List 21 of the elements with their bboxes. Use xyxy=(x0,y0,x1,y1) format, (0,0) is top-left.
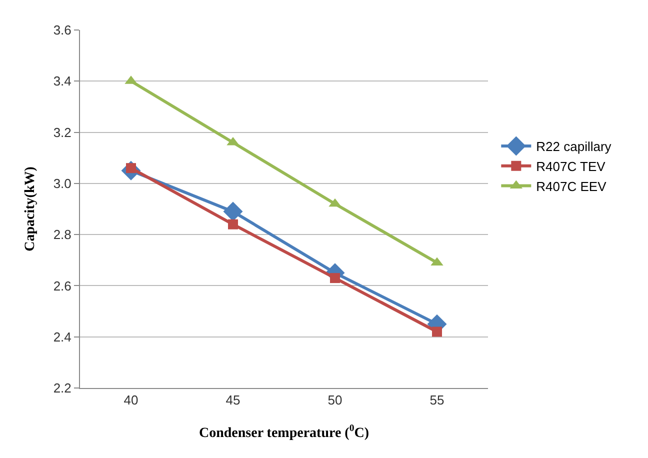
legend-label: R22 capillary xyxy=(536,139,612,154)
y-tick-label: 2.4 xyxy=(53,329,72,344)
y-tick-label: 3.4 xyxy=(53,74,72,89)
y-tick-label: 3.6 xyxy=(53,22,72,38)
x-tick-label: 55 xyxy=(430,392,444,408)
x-tick-label: 40 xyxy=(124,392,138,408)
point xyxy=(228,219,238,230)
x-axis-title: Condenser temperature ($^{0}$C) xyxy=(198,423,370,441)
y-tick-label: 2.6 xyxy=(53,278,72,294)
point xyxy=(432,326,442,337)
y-tick-label: 2.2 xyxy=(53,380,72,396)
legend-label: R407C TEV xyxy=(536,158,606,174)
x-tick-label: 45 xyxy=(226,392,240,408)
x-tick-label: 50 xyxy=(328,392,342,408)
y-tick-label: 3.0 xyxy=(53,176,72,191)
y-tick-label: 3.2 xyxy=(53,124,72,140)
y-tick-label: 2.8 xyxy=(53,227,72,242)
y-axis-title: Capacity(kW) xyxy=(22,166,38,252)
legend-label: R407C EEV xyxy=(536,178,607,194)
point xyxy=(223,202,243,222)
point xyxy=(330,273,340,284)
